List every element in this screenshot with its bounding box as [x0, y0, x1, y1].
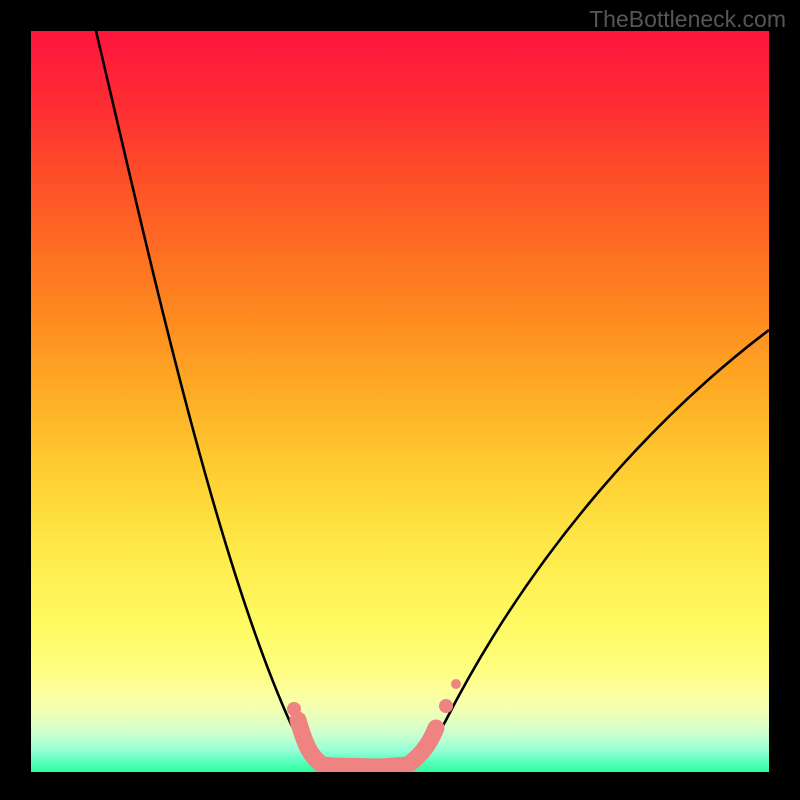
chart-frame: TheBottleneck.com: [0, 0, 800, 800]
marker-dot: [439, 699, 453, 713]
plot-background-gradient: [31, 31, 769, 772]
marker-dot: [287, 702, 301, 716]
bottleneck-curve-chart: [0, 0, 800, 800]
marker-dot: [451, 679, 461, 689]
watermark-text: TheBottleneck.com: [589, 6, 786, 33]
